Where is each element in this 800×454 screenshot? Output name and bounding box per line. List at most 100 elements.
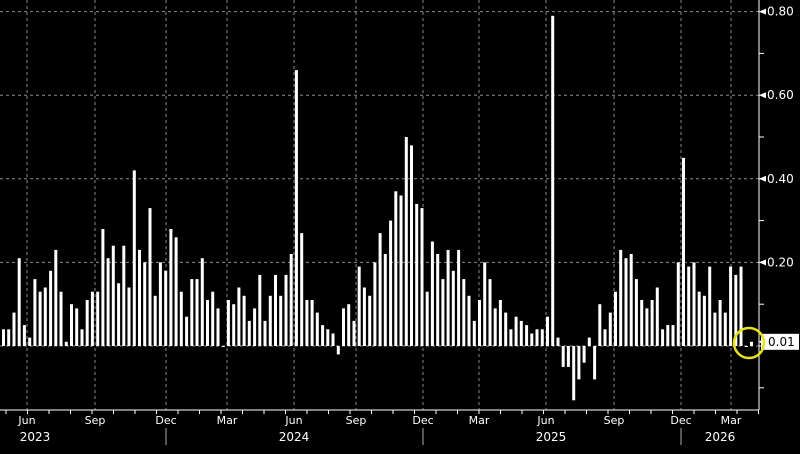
bar: [425, 291, 429, 346]
bar: [101, 229, 105, 346]
x-month-label: Jun: [17, 414, 35, 427]
bar: [300, 233, 304, 346]
bar: [587, 337, 591, 346]
bar: [504, 312, 508, 346]
bar: [111, 245, 115, 346]
bar: [750, 341, 753, 346]
bar: [169, 229, 173, 346]
bar: [263, 320, 267, 346]
bar: [739, 266, 743, 346]
bar: [582, 346, 586, 363]
bar: [148, 208, 152, 346]
y-tick-label: 0.60: [767, 88, 794, 102]
x-month-label: Jun: [284, 414, 302, 427]
bar: [174, 237, 178, 346]
bar: [734, 274, 738, 346]
bar: [179, 291, 183, 346]
bar: [96, 291, 100, 346]
bar: [676, 262, 680, 346]
bar: [472, 320, 476, 346]
y-axis: 0.80 0.60 0.40 0.20 0.01: [758, 0, 799, 410]
bar: [624, 258, 628, 346]
bar: [525, 325, 529, 346]
bar: [509, 329, 513, 346]
bar: [723, 312, 727, 346]
x-axis: Jun Sep Dec Mar Jun Sep Dec Mar Jun Sep Dec Mar 2023…: [0, 409, 759, 445]
bar: [561, 346, 565, 367]
bar: [305, 300, 309, 346]
bar: [556, 337, 560, 346]
x-month-label: Dec: [670, 414, 691, 427]
bar: [226, 300, 230, 346]
bar: [33, 279, 37, 346]
bar: [593, 346, 597, 380]
bar: [164, 270, 168, 346]
bar-series: [2, 15, 753, 401]
bar: [451, 270, 455, 346]
bar: [577, 346, 581, 380]
bar: [608, 312, 612, 346]
bar: [729, 266, 733, 346]
bar: [247, 320, 251, 346]
bar: [368, 295, 372, 346]
y-tick-arrow-icon: [759, 92, 766, 99]
bar: [441, 279, 445, 346]
bar: [7, 329, 11, 346]
bar: [718, 300, 722, 346]
bar: [697, 291, 701, 346]
bar: [535, 329, 539, 346]
y-tick-arrow-icon: [759, 259, 766, 266]
bar: [347, 304, 351, 346]
bar: [744, 346, 748, 347]
bar: [185, 316, 189, 346]
last-value-label: 0.01: [768, 335, 795, 349]
bar: [195, 279, 199, 346]
bar: [106, 258, 110, 346]
gridlines: [0, 0, 759, 410]
bar: [420, 208, 424, 346]
bar: [619, 249, 623, 346]
bar: [629, 254, 633, 346]
bar: [530, 333, 534, 346]
bar: [253, 308, 257, 346]
bar: [373, 262, 377, 346]
bar: [436, 254, 440, 346]
bar: [64, 341, 68, 346]
bar: [389, 220, 393, 346]
bar: [498, 300, 502, 346]
bar: [362, 287, 366, 346]
bar: [242, 295, 246, 346]
bar: [446, 249, 450, 346]
bar: [462, 279, 466, 346]
bar: [342, 308, 345, 346]
bar: [645, 308, 649, 346]
bar: [478, 300, 481, 346]
bar: [378, 233, 382, 346]
bar: [80, 329, 84, 346]
bar: [294, 70, 298, 346]
x-month-label: Sep: [604, 414, 625, 427]
bar: [237, 287, 241, 346]
bar: [258, 274, 262, 346]
bar: [200, 258, 204, 346]
bar: [394, 191, 398, 346]
bar: [493, 308, 497, 346]
bar: [713, 312, 717, 346]
bar: [671, 325, 675, 346]
bar: [410, 145, 413, 346]
bar: [708, 266, 712, 346]
bar: [2, 329, 5, 346]
bar: [488, 279, 492, 346]
x-month-label: Dec: [412, 414, 433, 427]
bar: [85, 300, 89, 346]
bar: [315, 312, 319, 346]
bar: [640, 300, 644, 346]
bar: [467, 295, 471, 346]
bar: [650, 300, 654, 346]
bar: [206, 300, 209, 346]
last-value-box: [761, 333, 799, 350]
bar: [211, 291, 215, 346]
bar: [216, 308, 220, 346]
x-month-label: Mar: [217, 414, 238, 427]
